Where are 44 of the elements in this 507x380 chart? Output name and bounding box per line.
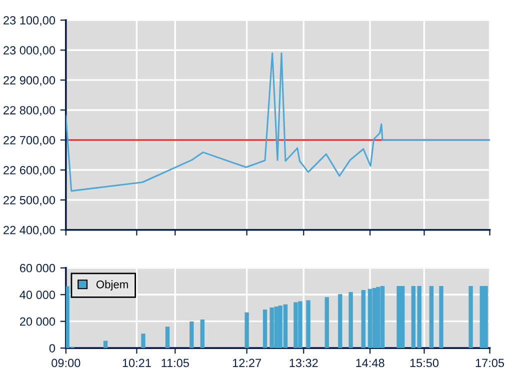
y-tick-label: 22 400,00 bbox=[4, 226, 56, 236]
y-tick-label: 20 000 bbox=[20, 317, 56, 326]
bar bbox=[439, 286, 444, 348]
y-tick-label: 22 500,00 bbox=[4, 196, 56, 206]
bar bbox=[484, 286, 488, 348]
y-tick-label: 23 100,00 bbox=[4, 16, 56, 26]
x-tick-label: 13:32 bbox=[290, 358, 318, 368]
x-tick-label: 17:05 bbox=[476, 358, 504, 368]
y-tick-label: 22 900,00 bbox=[4, 76, 56, 86]
bar bbox=[376, 286, 380, 348]
bar bbox=[396, 286, 401, 348]
y-tick-label: 0 bbox=[49, 344, 56, 352]
bar bbox=[141, 334, 146, 348]
bar bbox=[361, 290, 366, 348]
bar bbox=[262, 309, 268, 348]
bar bbox=[244, 312, 249, 348]
bar bbox=[270, 307, 274, 348]
x-tick-label: 14:48 bbox=[356, 358, 384, 368]
bar bbox=[400, 286, 405, 348]
bar bbox=[468, 286, 473, 348]
bar bbox=[429, 286, 434, 348]
legend-label: Objem bbox=[96, 280, 128, 291]
bar bbox=[190, 321, 194, 348]
bar bbox=[338, 294, 342, 348]
bar bbox=[348, 292, 353, 348]
bar bbox=[324, 297, 329, 348]
x-tick-label: 10:21 bbox=[122, 358, 151, 368]
x-tick-label: 15:50 bbox=[410, 358, 439, 368]
y-tick-label: 60 000 bbox=[20, 264, 56, 272]
y-tick-label: 22 700,00 bbox=[4, 136, 56, 146]
y-tick-label: 40 000 bbox=[20, 290, 56, 300]
y-tick-label: 22 600,00 bbox=[4, 166, 56, 176]
x-tick-label: 11:05 bbox=[162, 358, 189, 368]
y-tick-label: 22 800,00 bbox=[4, 106, 56, 116]
bar bbox=[165, 326, 170, 348]
bar bbox=[368, 288, 372, 348]
x-tick-label: 12:27 bbox=[232, 358, 261, 368]
line-series bbox=[66, 52, 490, 192]
bar bbox=[200, 319, 204, 348]
y-tick-label: 23 000,00 bbox=[4, 46, 56, 56]
bar bbox=[380, 286, 385, 348]
bar bbox=[306, 300, 310, 348]
x-tick-label: 09:00 bbox=[52, 358, 80, 368]
bar bbox=[103, 340, 108, 348]
